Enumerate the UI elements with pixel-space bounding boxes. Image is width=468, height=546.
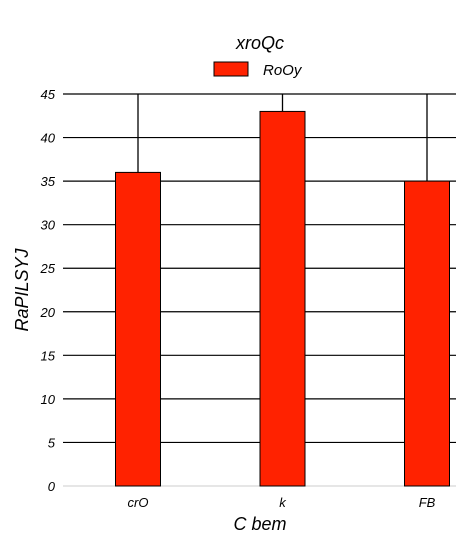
y-axis-label: RaPILSYJ (12, 247, 32, 331)
error-lines (137, 94, 428, 182)
legend-swatch (213, 61, 249, 77)
y-tick-label: 35 (41, 174, 56, 189)
y-tick-label: 0 (48, 479, 56, 494)
x-tick-label: crO (128, 495, 149, 510)
bar-crO (115, 171, 161, 487)
y-tick-label: 20 (40, 305, 56, 320)
legend: RoOy (213, 61, 303, 79)
bar-k (259, 110, 306, 487)
x-tick-label: FB (419, 495, 436, 510)
bars (115, 110, 450, 487)
x-tick-labels: crO k FB (128, 495, 436, 510)
y-tick-label: 45 (41, 87, 56, 102)
y-tick-label: 10 (41, 392, 56, 407)
x-axis-label: C bem (233, 514, 286, 534)
chart-title: xroQc (235, 33, 284, 53)
bar-FB (404, 180, 450, 487)
y-tick-label: 40 (41, 131, 56, 146)
y-tick-labels: 0 5 10 15 20 25 30 35 40 45 (40, 87, 56, 494)
x-tick-label: k (279, 495, 287, 510)
legend-label: RoOy (263, 62, 303, 79)
y-tick-label: 25 (40, 261, 56, 276)
y-tick-label: 5 (48, 435, 56, 450)
y-tick-label: 15 (41, 348, 56, 363)
y-tick-label: 30 (41, 218, 56, 233)
